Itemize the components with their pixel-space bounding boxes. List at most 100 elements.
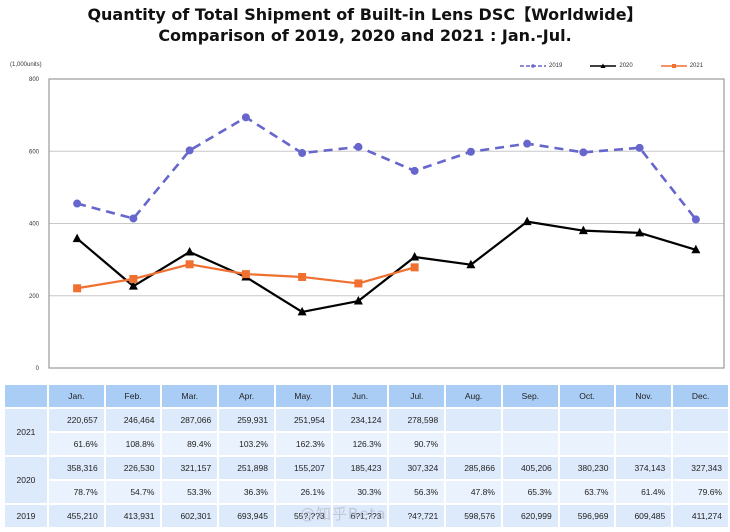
value-cell: 455,210 [48, 505, 104, 527]
title-line-2: Comparison of 2019, 2020 and 2021 : Jan.… [158, 26, 572, 45]
value-cell: 405,206 [502, 457, 558, 479]
percent-cell: 47.8% [446, 481, 501, 503]
legend-swatch-2019-icon [520, 64, 546, 68]
value-cell: 259,931 [219, 409, 274, 431]
data-point-2019 [185, 146, 194, 155]
percent-cell: 54.7% [105, 481, 161, 503]
line-chart: 0 200 400 600 800 [29, 77, 725, 372]
value-cell [559, 409, 615, 431]
legend-item-2021: 2021 [660, 63, 704, 69]
header-cell: Aug. [446, 385, 501, 407]
y-tick-label: 600 [29, 149, 40, 155]
value-cell: 285,866 [446, 457, 501, 479]
header-cell: May. [275, 385, 331, 407]
data-point-2021 [241, 270, 250, 279]
data-point-2021 [185, 260, 194, 269]
value-cell: 411,274 [673, 505, 728, 527]
percent-cell: 89.4% [162, 433, 218, 455]
value-cell: 693,945 [219, 505, 274, 527]
plot-area-border [48, 78, 725, 369]
percent-cell: 126.3% [332, 433, 388, 455]
header-cell: Dec. [673, 385, 728, 407]
value-cell: 598,576 [446, 505, 501, 527]
data-point-2021 [354, 279, 363, 288]
legend-swatch-2021-icon [660, 64, 687, 68]
value-cell: 380,230 [559, 457, 615, 479]
value-cell: 251,898 [219, 457, 274, 479]
header-cell: Sep. [502, 385, 558, 407]
value-cell: 307,324 [389, 457, 445, 479]
value-cell: 609,485 [616, 505, 672, 527]
data-point-2020 [691, 244, 701, 254]
percent-cell [446, 433, 501, 455]
year-label: 2021 [5, 409, 47, 455]
header-cell: Oct. [559, 385, 615, 407]
data-point-2019 [354, 142, 363, 151]
table-row-percent: 61.6% 108.8% 89.4% 103.2% 162.3% 126.3% 90.7% [5, 433, 728, 455]
legend-label-2021: 2021 [689, 63, 704, 69]
legend-label-2020: 2020 [619, 63, 633, 69]
y-tick-label: 400 [29, 222, 40, 228]
data-point-2019 [73, 199, 82, 208]
header-cell: Jun. [332, 385, 388, 407]
table-header-row: Jan. Feb. Mar. Apr. May. Jun. Jul. Aug. Sep. Oct.… [5, 385, 728, 407]
header-cell: Jan. [48, 385, 104, 407]
chart-title: Quantity of Total Shipment of Built-in L… [0, 4, 730, 46]
table-row: 2019 455,210 413,931 602,301 693,945 55?,??3 6… [5, 505, 728, 527]
percent-cell: 162.3% [275, 433, 331, 455]
header-corner-cell [5, 385, 47, 407]
percent-cell [502, 433, 558, 455]
header-cell: Feb. [105, 385, 161, 407]
percent-cell: 61.4% [616, 481, 672, 503]
value-cell: 278,598 [389, 409, 445, 431]
data-point-2020 [297, 306, 307, 316]
data-point-2019 [635, 143, 644, 152]
data-point-2019 [466, 147, 475, 156]
year-label: 2019 [5, 505, 47, 527]
data-point-2020 [578, 225, 588, 235]
table-row-percent: 78.7% 54.7% 53.3% 36.3% 26.1% 30.3% 56.3% 47.8%… [5, 481, 728, 503]
data-table: Jan. Feb. Mar. Apr. May. Jun. Jul. Aug. Sep. Oct.… [3, 383, 730, 529]
value-cell: 620,999 [502, 505, 558, 527]
data-point-2019 [129, 214, 138, 223]
data-point-2020 [353, 296, 363, 305]
data-point-2020 [72, 233, 82, 243]
value-cell: 234,124 [332, 409, 388, 431]
legend-swatch-2020-icon [590, 63, 617, 68]
data-point-2019 [410, 166, 419, 175]
data-point-2019 [579, 148, 588, 157]
percent-cell: 90.7% [389, 433, 445, 455]
data-point-2019 [241, 113, 250, 122]
legend-item-2020: 2020 [590, 63, 633, 69]
percent-cell: 63.7% [559, 481, 615, 503]
series-line-2019 [76, 116, 697, 221]
value-cell: 246,464 [105, 409, 161, 431]
y-tick-label: 0 [36, 366, 40, 372]
data-point-2020 [128, 281, 138, 290]
y-tick-label: 800 [29, 77, 40, 83]
legend-item-2019: 2019 [520, 63, 562, 69]
table-row: 2021 220,657 246,464 287,066 259,931 251,954 2… [5, 409, 728, 455]
value-cell: 374,143 [616, 457, 672, 479]
value-cell [502, 409, 558, 431]
value-cell: 413,931 [105, 505, 161, 527]
value-cell [446, 409, 501, 431]
percent-cell: 79.6% [673, 481, 728, 503]
value-cell: 251,954 [275, 409, 331, 431]
value-cell: 220,657 [48, 409, 104, 431]
header-cell: Jul. [389, 385, 445, 407]
percent-cell: 61.6% [48, 433, 104, 455]
data-point-2021 [73, 284, 82, 293]
table-row: 2020 358,316 226,530 321,157 251,898 155,207 1… [5, 457, 728, 503]
value-cell: 358,316 [48, 457, 104, 479]
percent-cell: 108.8% [105, 433, 161, 455]
percent-cell: 30.3% [332, 481, 388, 503]
data-point-2020 [522, 216, 532, 226]
value-cell: ?4?,721 [389, 505, 445, 527]
data-point-2019 [523, 139, 532, 148]
data-point-2019 [298, 149, 307, 158]
value-cell: 602,301 [162, 505, 218, 527]
y-tick-label: 200 [29, 294, 40, 300]
value-cell: 596,969 [559, 505, 615, 527]
percent-cell [616, 433, 672, 455]
